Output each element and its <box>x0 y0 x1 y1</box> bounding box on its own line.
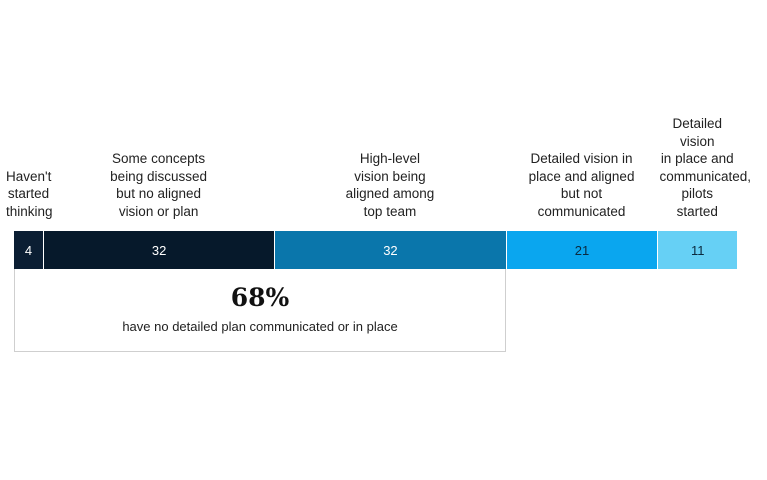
category-label-text: Detailed vision in place and communicate… <box>659 116 752 219</box>
callout-box: 68% have no detailed plan communicated o… <box>14 269 506 352</box>
callout-text: have no detailed plan communicated or in… <box>122 319 398 334</box>
category-label: Some concepts being discussed but no ali… <box>45 150 272 220</box>
category-label: Detailed vision in place and communicate… <box>659 116 751 220</box>
bar-value-label: 4 <box>24 242 33 258</box>
bar-segment-5: 11 <box>657 231 737 269</box>
category-label: Detailed vision in place and aligned but… <box>508 150 656 220</box>
bar-segment-3: 32 <box>274 231 506 269</box>
bar-segment-4: 21 <box>505 231 658 269</box>
category-label: Haven't started thinking <box>6 150 53 220</box>
bar-value-label: 21 <box>574 242 590 258</box>
category-label: High-level vision being aligned among to… <box>276 150 503 220</box>
category-label-text: High-level vision being aligned among to… <box>345 151 435 219</box>
category-label-text: Some concepts being discussed but no ali… <box>110 151 207 219</box>
category-label-text: Detailed vision in place and aligned but… <box>528 151 635 219</box>
bar-value-label: 32 <box>383 242 398 258</box>
bar-value-label: 32 <box>151 242 167 258</box>
category-label-text: Haven't started thinking <box>6 168 53 219</box>
bar-value-label: 11 <box>690 242 705 258</box>
callout-value: 68% <box>230 283 290 312</box>
bar-segment-2: 32 <box>42 231 275 269</box>
bar-segment-1: 4 <box>14 231 43 269</box>
